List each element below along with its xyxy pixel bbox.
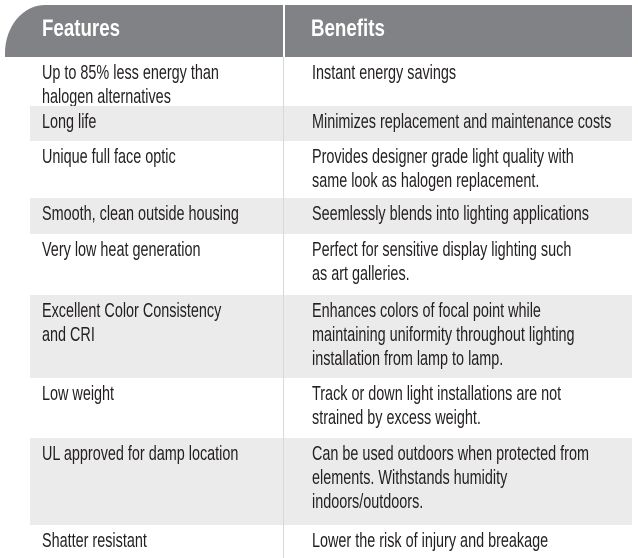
feature-cell: Very low heat generation (42, 239, 201, 261)
table-row: Low weight Track or down light installati… (30, 378, 632, 438)
feature-cell: Unique full face optic (42, 146, 176, 168)
feature-cell: Shatter resistant (42, 530, 147, 552)
table-row: Excellent Color Consistency and CRI Enhan… (30, 295, 632, 378)
benefit-cell: Perfect for sensitive display lighting s… (312, 239, 572, 285)
table-row: Shatter resistant Lower the risk of injur… (30, 525, 632, 558)
table-row: Very low heat generation Perfect for sens… (30, 234, 632, 295)
feature-cell: Smooth, clean outside housing (42, 203, 239, 225)
feature-cell: UL approved for damp location (42, 443, 239, 465)
header-divider (283, 5, 285, 57)
benefit-cell: Instant energy savings (312, 62, 457, 84)
table-row: Up to 85% less energy than halogen alter… (30, 57, 632, 108)
table-row: Unique full face optic Provides designer … (30, 141, 632, 198)
table-header: Features Benefits (5, 5, 632, 57)
benefit-cell: Lower the risk of injury and breakage (312, 530, 549, 552)
benefit-cell: Minimizes replacement and maintenance co… (312, 111, 612, 133)
benefit-cell: Provides designer grade light quality wi… (312, 146, 574, 192)
feature-cell: Excellent Color Consistency and CRI (42, 300, 222, 346)
benefit-cell: Can be used outdoors when protected from… (312, 443, 589, 513)
header-features: Features (42, 15, 121, 42)
benefit-cell: Enhances colors of focal point while mai… (312, 300, 575, 370)
table-row: UL approved for damp location Can be used… (30, 438, 632, 525)
feature-cell: Low weight (42, 383, 115, 405)
header-benefits: Benefits (311, 15, 385, 42)
feature-cell: Long life (42, 111, 97, 133)
table-row: Smooth, clean outside housing Seemlessly … (30, 198, 632, 234)
column-divider (283, 57, 284, 558)
benefit-cell: Seemlessly blends into lighting applicat… (312, 203, 589, 225)
table-row: Long life Minimizes replacement and maint… (30, 106, 632, 141)
feature-cell: Up to 85% less energy than halogen alter… (42, 62, 219, 108)
benefit-cell: Track or down light installations are no… (312, 383, 562, 429)
